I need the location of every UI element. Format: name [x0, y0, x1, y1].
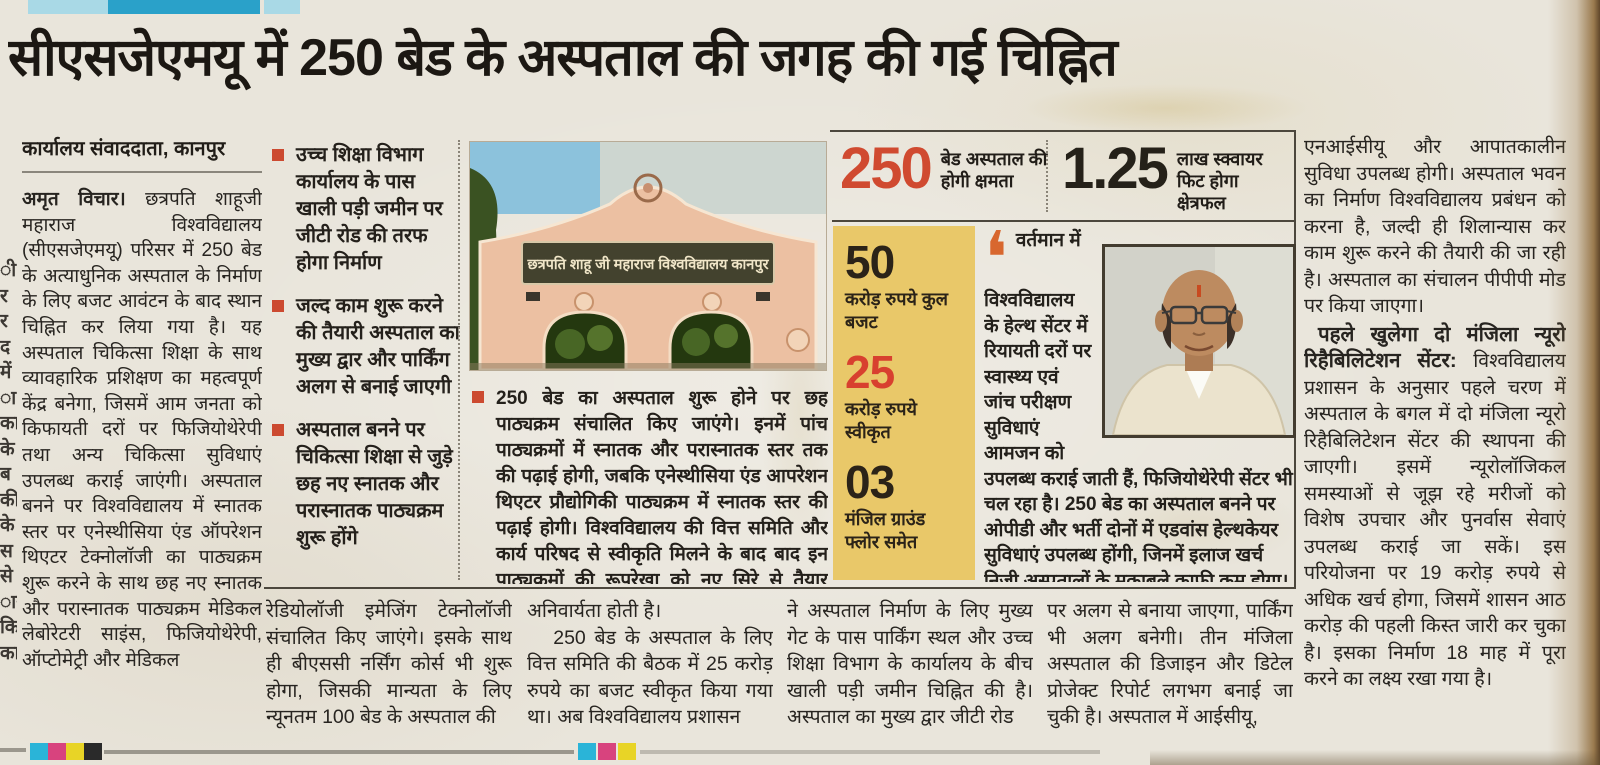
- bullet-text: अस्पताल बनने पर चिकित्सा शिक्षा से जुड़े…: [296, 419, 453, 549]
- bullet-text: जल्द काम शुरू करने की तैयारी अस्पताल का …: [296, 295, 460, 398]
- yellow-registration-square: [618, 743, 636, 760]
- show-through-smudge: [1020, 84, 1310, 132]
- newspaper-name: अमृत विचार।: [22, 189, 126, 210]
- yellow-registration-square: [66, 743, 84, 760]
- gate-sign-text: छत्रपति शाहू जी महाराज विश्वविद्यालय कान…: [526, 255, 769, 275]
- gate-illustration: छत्रपति शाहू जी महाराज विश्वविद्यालय कान…: [470, 142, 826, 372]
- list-item: जल्द काम शुरू करने की तैयारी अस्पताल का …: [272, 293, 460, 401]
- cyan-registration-square: [578, 743, 596, 760]
- registration-line: [0, 748, 26, 752]
- right-column-para1: एनआईसीयू और आपातकालीन सुविधा उपलब्ध होगी…: [1304, 136, 1566, 317]
- stats-sidebar: 50 करोड़ रुपये कुल बजट 25 करोड़ रुपये स्…: [833, 226, 975, 580]
- dotted-stat-divider: [1046, 140, 1048, 212]
- body-column-1: रेडियोलॉजी इमेजिंग टेक्नोलॉजी संचालित कि…: [266, 600, 512, 728]
- page-edge-shadow-right: [1548, 0, 1600, 765]
- registration-line: [640, 750, 1100, 754]
- bullet-text: उच्च शिक्षा विभाग कार्यालय के पास खाली प…: [296, 144, 443, 274]
- registration-line: [104, 750, 574, 754]
- black-registration-square: [84, 743, 102, 760]
- headline: सीएसजेएमयू में 250 बेड के अस्पताल की जगह…: [8, 29, 1118, 87]
- masthead-strip-left: [28, 0, 108, 14]
- bullet-square-icon: [272, 149, 284, 161]
- highlights-list: उच्च शिक्षा विभाग कार्यालय के पास खाली प…: [272, 142, 460, 582]
- page-edge-shadow-bottom: [1150, 750, 1600, 765]
- box-rule-middle: [832, 220, 1296, 222]
- stat-label: लाख स्क्वायर फिट होगा क्षेत्रफल: [1176, 149, 1263, 213]
- list-item: अस्पताल बनने पर चिकित्सा शिक्षा से जुड़े…: [272, 417, 460, 552]
- stat-label: करोड़ रुपये कुल बजट: [845, 289, 948, 332]
- stat-value: 25: [845, 346, 895, 398]
- stat-label: मंजिल ग्राउंड फ्लोर समेत: [845, 509, 926, 552]
- stat-beds: 250 बेड अस्पताल की होगी क्षमता: [840, 138, 1049, 200]
- byline-rule: [22, 171, 262, 173]
- body-column-2: अनिवार्यता होती है। 250 बेड के अस्पताल क…: [527, 600, 773, 728]
- box-rule-top: [830, 130, 1296, 132]
- photo-caption-text: 250 बेड का अस्पताल शुरू होने पर छह पाठ्य…: [496, 388, 828, 584]
- bullet-square-icon: [272, 424, 284, 436]
- lead-body-text: छत्रपति शाहूजी महाराज विश्वविद्यालय (सीए…: [22, 189, 262, 671]
- vc-portrait-photo: [1102, 244, 1296, 438]
- right-column-para2-text: विश्वविद्यालय प्रशासन के अनुसार पहले चरण…: [1304, 350, 1566, 690]
- stat-label: करोड़ रुपये स्वीकृत: [845, 399, 917, 442]
- pull-quote: ❛ वर्तमान: [984, 228, 1296, 582]
- stat-label: बेड अस्पताल की होगी क्षमता: [940, 149, 1048, 191]
- stat-area: 1.25 लाख स्क्वायर फिट होगा क्षेत्रफल: [1062, 138, 1285, 214]
- masthead-strip-right: [264, 0, 300, 14]
- stat-value: 250: [840, 136, 933, 201]
- right-column-para2: पहले खुलेगा दो मंजिला न्यूरो रिहैबिलिटेश…: [1304, 322, 1566, 693]
- lead-paragraph: अमृत विचार। छत्रपति शाहूजी महाराज विश्वव…: [22, 187, 262, 673]
- right-column: एनआईसीयू और आपातकालीन सुविधा उपलब्ध होगी…: [1304, 134, 1566, 762]
- bullet-square-icon: [472, 391, 484, 403]
- magenta-registration-square: [48, 743, 66, 760]
- body-column-4: पर अलग से बनाया जाएगा, पार्किंग भी अलग ब…: [1047, 600, 1293, 728]
- quote-icon: ❛: [984, 228, 1008, 302]
- university-gate-photo: छत्रपति शाहू जी महाराज विश्वविद्यालय कान…: [470, 142, 826, 372]
- magenta-registration-square: [598, 743, 616, 760]
- dotted-column-divider: [458, 140, 460, 580]
- stat-value: 03: [845, 456, 895, 508]
- lead-column: कार्यालय संवाददाता, कानपुर अमृत विचार। छ…: [22, 134, 262, 762]
- subheading: पहले खुलेगा दो मंजिला न्यूरो रिहैबिलिटेश…: [1304, 322, 1566, 373]
- bullet-square-icon: [272, 300, 284, 312]
- stat-value: 50: [845, 236, 895, 288]
- show-through-smudge: [1080, 480, 1300, 570]
- photo-caption: 250 बेड का अस्पताल शुरू होने पर छह पाठ्य…: [472, 386, 828, 584]
- quote-text: वर्तमान में विश्वविद्यालय के हेल्थ सेंटर…: [984, 230, 1293, 582]
- cyan-registration-square: [30, 743, 48, 760]
- left-edge-text-fragments: ी र र द में ा का के ब की के स से ारी कि …: [0, 260, 17, 664]
- box-rule-bottom: [264, 587, 1296, 589]
- list-item: उच्च शिक्षा विभाग कार्यालय के पास खाली प…: [272, 142, 460, 277]
- byline: कार्यालय संवाददाता, कानपुर: [22, 138, 226, 160]
- portrait-illustration: [1105, 247, 1293, 436]
- masthead-strip-center: [108, 0, 260, 14]
- stat-value: 1.25: [1062, 136, 1169, 201]
- body-column-3: ने अस्पताल निर्माण के लिए मुख्य गेट के प…: [787, 600, 1033, 728]
